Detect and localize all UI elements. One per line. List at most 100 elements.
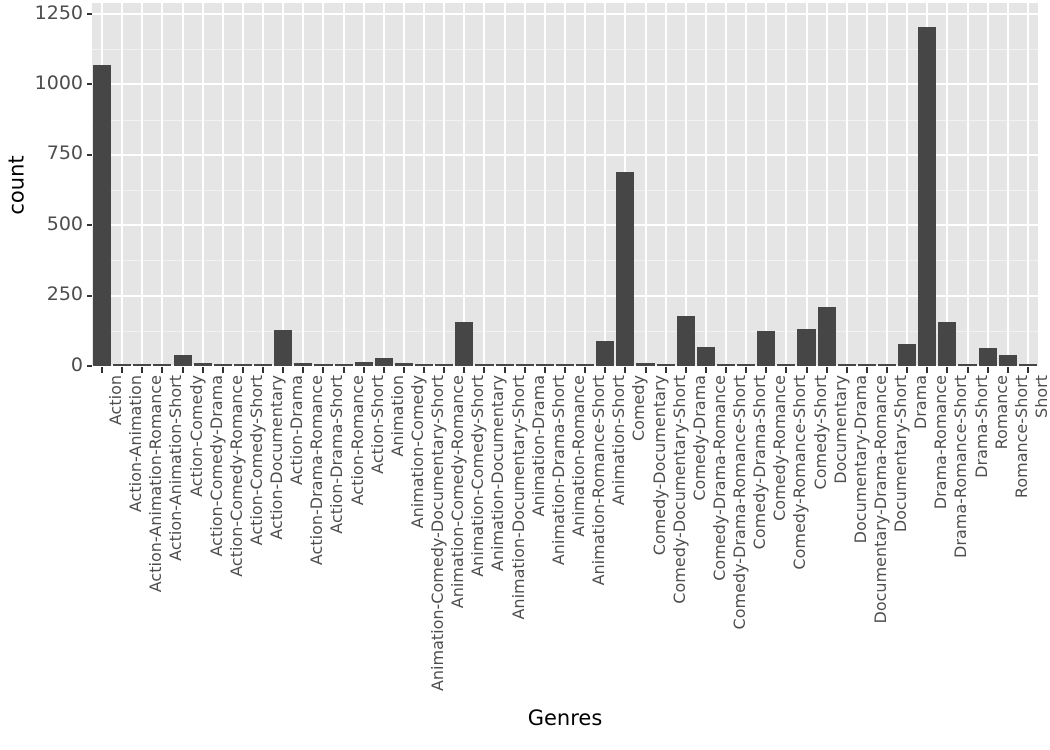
bar bbox=[515, 364, 534, 366]
gridline-major-x bbox=[725, 3, 728, 367]
x-axis-tick-mark bbox=[282, 367, 285, 373]
x-axis-tick-mark bbox=[805, 367, 808, 373]
x-axis-tick-label: Comedy-Short bbox=[810, 375, 830, 490]
x-axis-tick-label: Action-Documentary bbox=[267, 375, 287, 540]
x-axis-tick-label: Action-Animation-Romance bbox=[146, 375, 166, 593]
bar bbox=[857, 364, 876, 366]
bar bbox=[777, 364, 796, 366]
x-axis-tick-label: Comedy-Drama-Romance-Short bbox=[730, 375, 750, 630]
gridline-major-x bbox=[1006, 3, 1009, 367]
x-axis-tick-label: Drama bbox=[911, 375, 931, 430]
bar bbox=[113, 364, 132, 366]
x-axis-tick-label: Animation-Comedy bbox=[407, 375, 427, 529]
x-axis-tick-label: Comedy-Drama bbox=[689, 375, 709, 501]
gridline-major-x bbox=[765, 3, 768, 367]
y-axis-tick-label: 500 bbox=[46, 212, 83, 235]
x-axis-tick-mark bbox=[101, 367, 104, 373]
x-axis-tick-label: Comedy-Drama-Romance bbox=[709, 375, 729, 581]
x-axis-tick-label: Animation-Comedy-Short bbox=[468, 375, 488, 577]
x-axis-tick-mark bbox=[382, 367, 385, 373]
gridline-major-x bbox=[221, 3, 224, 367]
bar bbox=[153, 364, 172, 366]
x-axis-tick-mark bbox=[262, 367, 265, 373]
x-axis-tick-label: Documentary-Drama-Romance bbox=[870, 375, 890, 624]
plot-panel bbox=[92, 3, 1038, 367]
gridline-major-x bbox=[745, 3, 748, 367]
x-axis-tick-label: Action-Romance bbox=[347, 375, 367, 506]
x-axis-tick-mark bbox=[765, 367, 768, 373]
x-axis-tick-label: Animation-Romance-Short bbox=[589, 375, 609, 586]
x-axis-tick-mark bbox=[503, 367, 506, 373]
y-axis-tick-label: 1250 bbox=[34, 1, 83, 24]
x-axis-tick-label: Action-Drama-Short bbox=[327, 375, 347, 534]
bar bbox=[233, 364, 252, 366]
gridline-major-x bbox=[865, 3, 868, 367]
gridline-major-x bbox=[161, 3, 164, 367]
bar bbox=[636, 363, 655, 366]
bar bbox=[354, 362, 373, 366]
x-axis-tick-mark bbox=[463, 367, 466, 373]
x-axis-tick-mark bbox=[946, 367, 949, 373]
bar bbox=[616, 172, 635, 366]
bar bbox=[274, 329, 293, 366]
x-axis-tick-label: Animation-Drama bbox=[528, 375, 548, 517]
gridline-major-x bbox=[986, 3, 989, 367]
x-axis-tick-mark bbox=[1006, 367, 1009, 373]
x-axis-tick-mark bbox=[664, 367, 667, 373]
x-axis-tick-mark bbox=[966, 367, 969, 373]
gridline-major-x bbox=[805, 3, 808, 367]
bar bbox=[757, 330, 776, 366]
x-axis-tick-mark bbox=[745, 367, 748, 373]
bar bbox=[495, 364, 514, 366]
x-axis-tick-mark bbox=[725, 367, 728, 373]
bar bbox=[314, 364, 333, 366]
bar bbox=[193, 362, 212, 366]
x-axis-ticks bbox=[92, 367, 1038, 373]
bar bbox=[676, 315, 695, 366]
gridline-major-x bbox=[503, 3, 506, 367]
x-axis-tick-label: Animation-Comedy-Documentary-Short bbox=[428, 375, 448, 692]
y-axis-tick-mark bbox=[87, 294, 92, 297]
gridline-major-x bbox=[564, 3, 566, 367]
x-axis-tick-mark bbox=[221, 367, 224, 373]
x-axis-tick-label: Comedy-Romance bbox=[770, 375, 790, 521]
x-axis-tick-mark bbox=[302, 367, 305, 373]
x-axis-tick-label: Drama-Romance bbox=[931, 375, 951, 510]
bar bbox=[958, 364, 977, 366]
gridline-major-x bbox=[463, 3, 466, 367]
gridline-major-x bbox=[664, 3, 667, 367]
bar bbox=[535, 364, 554, 366]
gridline-major-x bbox=[785, 3, 788, 367]
gridline-major-x bbox=[302, 3, 305, 367]
gridline-major-x bbox=[966, 3, 969, 367]
x-axis-tick-mark bbox=[845, 367, 848, 373]
gridline-major-x bbox=[241, 3, 244, 367]
x-axis-tick-label: Action-Comedy bbox=[186, 375, 206, 497]
gridline-major-x bbox=[483, 3, 486, 367]
x-axis-tick-label: Drama-Romance-Short bbox=[951, 375, 971, 558]
x-axis-tick-label: Documentary-Drama bbox=[850, 375, 870, 544]
x-axis-tick-label: Animation-Documentary bbox=[488, 375, 508, 572]
x-axis-tick-label: Comedy-Romance-Short bbox=[790, 375, 810, 570]
gridline-major-x bbox=[825, 3, 828, 367]
x-axis-tick-mark bbox=[543, 367, 546, 373]
x-axis-tick-mark bbox=[322, 367, 325, 373]
bar bbox=[918, 27, 937, 366]
x-axis-tick-label: Animation-Romance bbox=[569, 375, 588, 537]
x-axis-tick-label: Animation bbox=[387, 375, 407, 457]
x-axis-tick-label: Action bbox=[106, 375, 126, 426]
x-axis-tick-mark bbox=[644, 367, 647, 373]
bar bbox=[475, 364, 494, 366]
gridline-major-x bbox=[543, 3, 546, 367]
y-axis-tick-label: 750 bbox=[46, 142, 83, 165]
bar bbox=[415, 364, 434, 366]
x-axis-tick-label: Comedy bbox=[629, 375, 649, 442]
gridline-major-x bbox=[604, 3, 607, 367]
gridline-major-x bbox=[845, 3, 848, 367]
x-axis-tick-label: Action-Comedy-Short bbox=[246, 375, 266, 546]
gridline-major-x bbox=[906, 3, 909, 367]
x-axis-tick-label: Comedy-Documentary-Short bbox=[669, 375, 689, 604]
x-axis-tick-label: Animation-Drama-Short bbox=[548, 375, 568, 566]
y-axis-tick-mark bbox=[87, 83, 92, 86]
x-axis-tick-mark bbox=[865, 367, 868, 373]
